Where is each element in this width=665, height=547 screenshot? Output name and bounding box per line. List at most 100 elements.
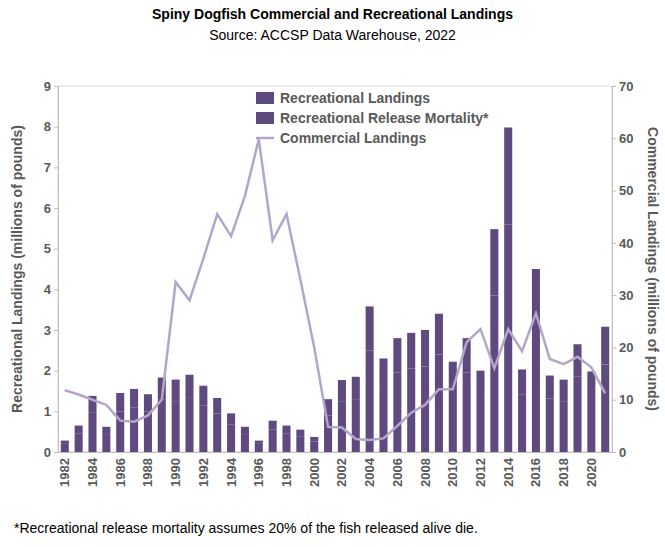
bar (490, 229, 498, 295)
footnote: *Recreational release mortality assumes … (14, 520, 478, 536)
y-axis-title: Recreational Landings (millions of pound… (9, 125, 25, 413)
tick: 2012 (473, 458, 488, 487)
tick-mark (612, 86, 616, 87)
tick-label: 8 (44, 119, 51, 134)
bar-series (61, 127, 609, 443)
bar (116, 393, 124, 411)
bar (130, 407, 138, 452)
tick: 1982 (57, 458, 72, 487)
tick: 1996 (251, 458, 266, 487)
tick-label: 2008 (418, 458, 433, 487)
tick-label: 40 (619, 236, 633, 251)
tick-label: 6 (44, 201, 51, 216)
tick-label: 4 (44, 282, 52, 297)
axis-line (613, 87, 617, 453)
tick-label: 1984 (85, 457, 100, 487)
bar (75, 434, 83, 452)
legend-label: Recreational Release Mortality* (280, 110, 489, 126)
bar (144, 394, 152, 411)
bar (185, 397, 193, 452)
bar (379, 387, 387, 452)
bar (185, 375, 193, 397)
legend-swatch (256, 112, 274, 124)
tick-label: 2006 (390, 458, 405, 487)
tick-label: 1982 (57, 458, 72, 487)
chart: 0123456789010203040506070198219841986198… (0, 0, 665, 547)
bar (518, 369, 526, 394)
tick: 1 (44, 404, 58, 419)
tick-label: 2020 (584, 458, 599, 487)
bar (449, 389, 457, 452)
bar (393, 373, 401, 452)
bar (199, 386, 207, 406)
tick-label: 2 (44, 363, 51, 378)
tick: 10 (612, 392, 633, 407)
tick-mark (612, 191, 616, 192)
bar (102, 434, 110, 452)
bar (476, 395, 484, 452)
bar (227, 413, 235, 424)
tick: 2020 (584, 458, 599, 487)
bar (560, 401, 568, 452)
bar (269, 430, 277, 452)
tick-label: 1986 (113, 458, 128, 487)
bar (282, 426, 290, 434)
tick-label: 0 (619, 445, 626, 460)
bar (130, 389, 138, 407)
tick-mark (54, 452, 58, 453)
bar (88, 412, 96, 452)
bar (172, 380, 180, 402)
tick: 7 (44, 160, 58, 175)
tick-label: 1992 (196, 458, 211, 487)
bar (421, 367, 429, 452)
tick-mark (612, 452, 616, 453)
bar (435, 354, 443, 452)
legend-label: Recreational Landings (280, 90, 430, 106)
tick: 0 (44, 445, 58, 460)
tick: 2002 (334, 458, 349, 487)
bar (407, 333, 415, 369)
y2-axis: 010203040506070 (612, 79, 633, 460)
title: Spiny Dogfish Commercial and Recreationa… (152, 6, 513, 22)
tick-mark (612, 138, 616, 139)
tick: 20 (612, 340, 633, 355)
plot-area (61, 127, 609, 452)
tick: 2 (44, 363, 58, 378)
bar (199, 405, 207, 452)
bar (352, 377, 360, 399)
tick: 3 (44, 323, 58, 338)
tick-label: 2018 (556, 458, 571, 487)
tick-label: 2016 (528, 458, 543, 487)
bar (601, 327, 609, 365)
bar (366, 350, 374, 452)
tick-label: 70 (619, 79, 633, 94)
tick: 1986 (113, 458, 128, 487)
tick-label: 1990 (168, 458, 183, 487)
bar (546, 376, 554, 399)
tick-label: 9 (44, 79, 51, 94)
tick-mark (54, 208, 58, 209)
legend-item: Recreational Release Mortality* (256, 110, 489, 126)
subtitle: Source: ACCSP Data Warehouse, 2022 (209, 27, 456, 43)
tick-label: 2012 (473, 458, 488, 487)
bar (421, 330, 429, 367)
tick: 1984 (85, 457, 100, 487)
legend-swatch (256, 92, 274, 104)
tick-label: 30 (619, 288, 633, 303)
tick-label: 5 (44, 241, 51, 256)
tick-label: 2010 (445, 458, 460, 487)
tick: 6 (44, 201, 58, 216)
tick: 2000 (307, 458, 322, 487)
bar (560, 380, 568, 402)
bar (296, 430, 304, 437)
tick-mark (54, 249, 58, 250)
tick-label: 0 (44, 445, 51, 460)
tick-label: 2002 (334, 458, 349, 487)
tick-label: 2000 (307, 458, 322, 487)
bar (213, 413, 221, 452)
tick: 1988 (140, 458, 155, 487)
tick: 8 (44, 119, 58, 134)
tick-mark (54, 371, 58, 372)
bar (213, 398, 221, 413)
tick: 1992 (196, 458, 211, 487)
